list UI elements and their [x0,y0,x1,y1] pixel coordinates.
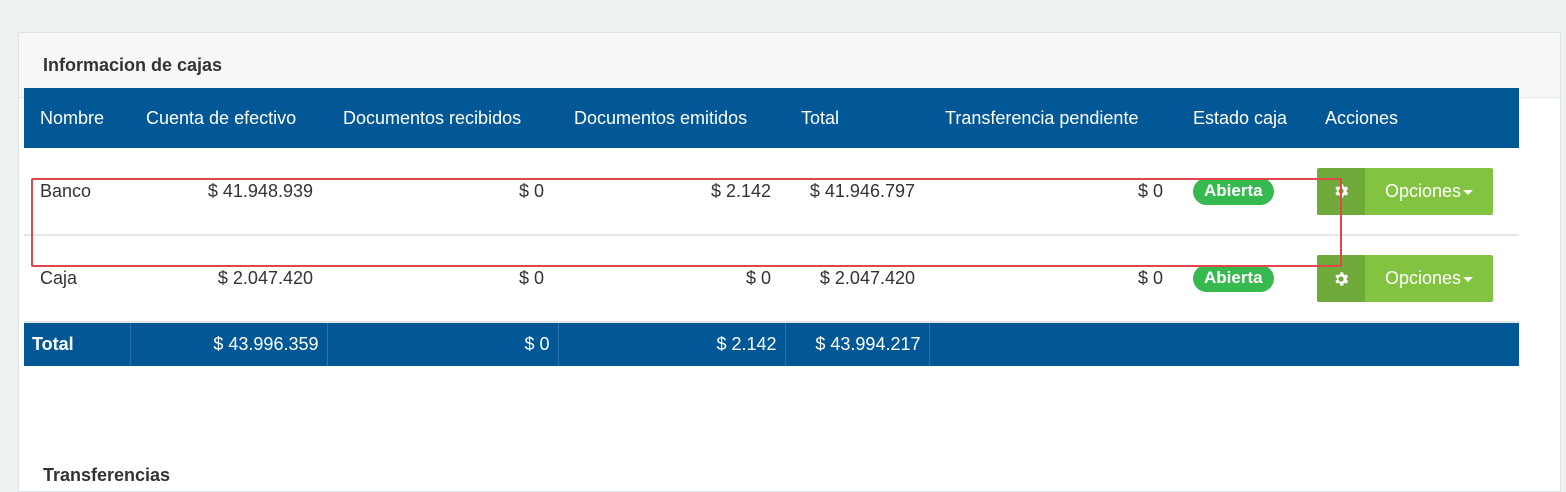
caret-down-icon [1463,277,1474,282]
total-label: Total [24,322,131,366]
opciones-dropdown-button[interactable]: Opciones [1317,167,1493,215]
table-header-row: Nombre Cuenta de efectivo Documentos rec… [24,88,1519,148]
total-cuenta: $ 43.996.359 [130,322,328,366]
cell-acciones: Opciones [1309,148,1519,235]
status-badge: Abierta [1193,177,1274,205]
cell-nombre: Banco [40,180,92,201]
status-badge: Abierta [1193,265,1274,292]
col-header-cuenta: Cuenta de efectivo [146,107,297,128]
col-header-recibidos: Documentos recibidos [343,107,522,128]
cell-emitidos: $ 2.142 [710,180,771,201]
opciones-button[interactable]: Opciones [1365,255,1493,302]
col-header-nombre: Nombre [40,107,105,128]
cell-cuenta: $ 41.948.939 [207,180,313,201]
cell-estado: Abierta [1177,235,1309,322]
col-header-pendiente: Transferencia pendiente [945,107,1139,128]
gear-icon[interactable] [1317,255,1365,302]
panel-title: Informacion de cajas [19,33,1560,98]
cajas-table: Nombre Cuenta de efectivo Documentos rec… [24,88,1519,366]
opciones-label: Opciones [1384,180,1462,201]
total-empty [929,322,1519,366]
total-total: $ 43.994.217 [785,322,930,366]
cell-acciones: Opciones [1309,235,1519,322]
cell-recibidos: $ 0 [518,180,544,201]
col-header-estado: Estado caja [1193,107,1288,128]
col-header-total: Total [801,107,840,128]
transferencias-title: Transferencias [43,465,171,485]
opciones-label: Opciones [1384,268,1462,288]
col-header-acciones: Acciones [1325,107,1399,128]
cell-nombre: Caja [40,268,78,288]
opciones-dropdown-button[interactable]: Opciones [1317,255,1493,302]
caret-down-icon [1463,189,1474,195]
cell-total: $ 2.047.420 [819,268,915,288]
cell-pendiente: $ 0 [1137,180,1163,201]
total-recibidos: $ 0 [327,322,559,366]
cell-estado: Abierta [1177,148,1309,235]
opciones-button[interactable]: Opciones [1365,167,1493,215]
totals-row: Total $ 43.996.359 $ 0 $ 2.142 $ 43.994.… [24,322,1519,366]
total-emitidos: $ 2.142 [558,322,786,366]
col-header-emitidos: Documentos emitidos [574,107,748,128]
cell-recibidos: $ 0 [518,268,544,288]
cell-pendiente: $ 0 [1137,268,1163,288]
table-row: Caja $ 2.047.420 $ 0 $ 0 $ 2.047.420 $ 0… [24,235,1519,322]
table-row: Banco $ 41.948.939 $ 0 $ 2.142 $ 41.946.… [24,148,1519,235]
gear-icon[interactable] [1317,167,1365,215]
cell-total: $ 41.946.797 [809,180,915,201]
cell-emitidos: $ 0 [745,268,771,288]
cajas-panel: Informacion de cajas [18,32,1561,492]
cell-cuenta: $ 2.047.420 [217,268,313,288]
